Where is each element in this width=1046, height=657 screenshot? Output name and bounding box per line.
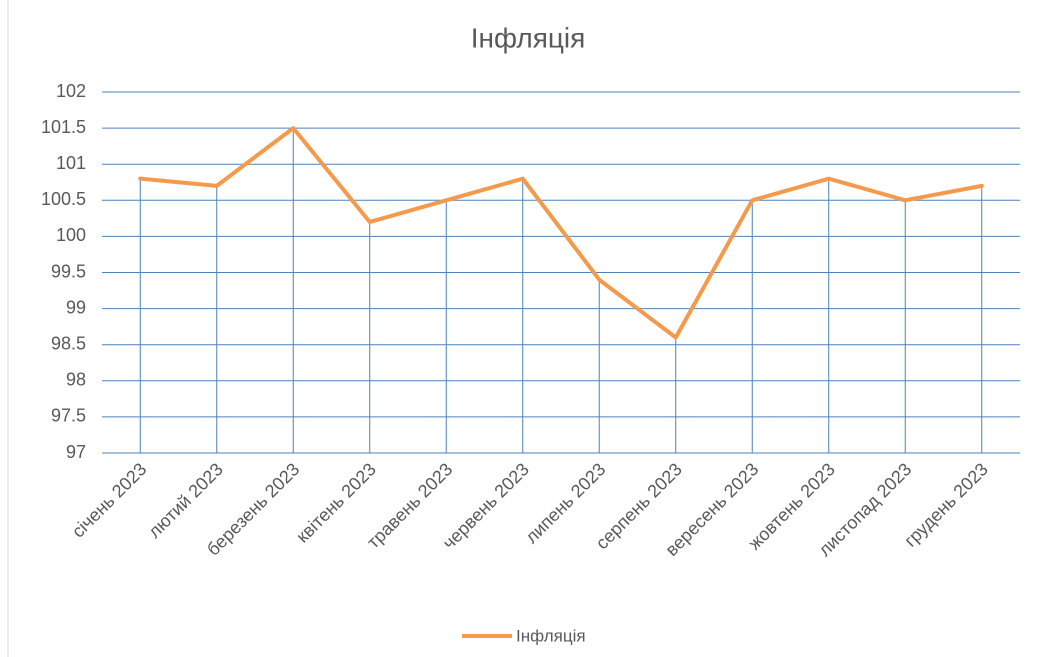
series-line xyxy=(138,126,984,340)
y-tick-label: 97 xyxy=(66,442,86,462)
x-tick-label: січень 2023 xyxy=(68,459,151,542)
y-tick-label: 98 xyxy=(66,370,86,390)
y-tick-label: 102 xyxy=(56,81,86,101)
y-tick-label: 98.5 xyxy=(51,333,86,353)
y-tick-label: 100 xyxy=(56,225,86,245)
y-tick-label: 99.5 xyxy=(51,261,86,281)
legend-label: Інфляція xyxy=(516,626,586,645)
x-tick-label: лютий 2023 xyxy=(144,459,227,542)
y-tick-label: 101.5 xyxy=(41,117,86,137)
y-tick-label: 100.5 xyxy=(41,189,86,209)
y-tick-label: 97.5 xyxy=(51,406,86,426)
y-tick-label: 101 xyxy=(56,153,86,173)
y-tick-label: 99 xyxy=(66,297,86,317)
chart-title: Інфляція xyxy=(471,22,586,53)
